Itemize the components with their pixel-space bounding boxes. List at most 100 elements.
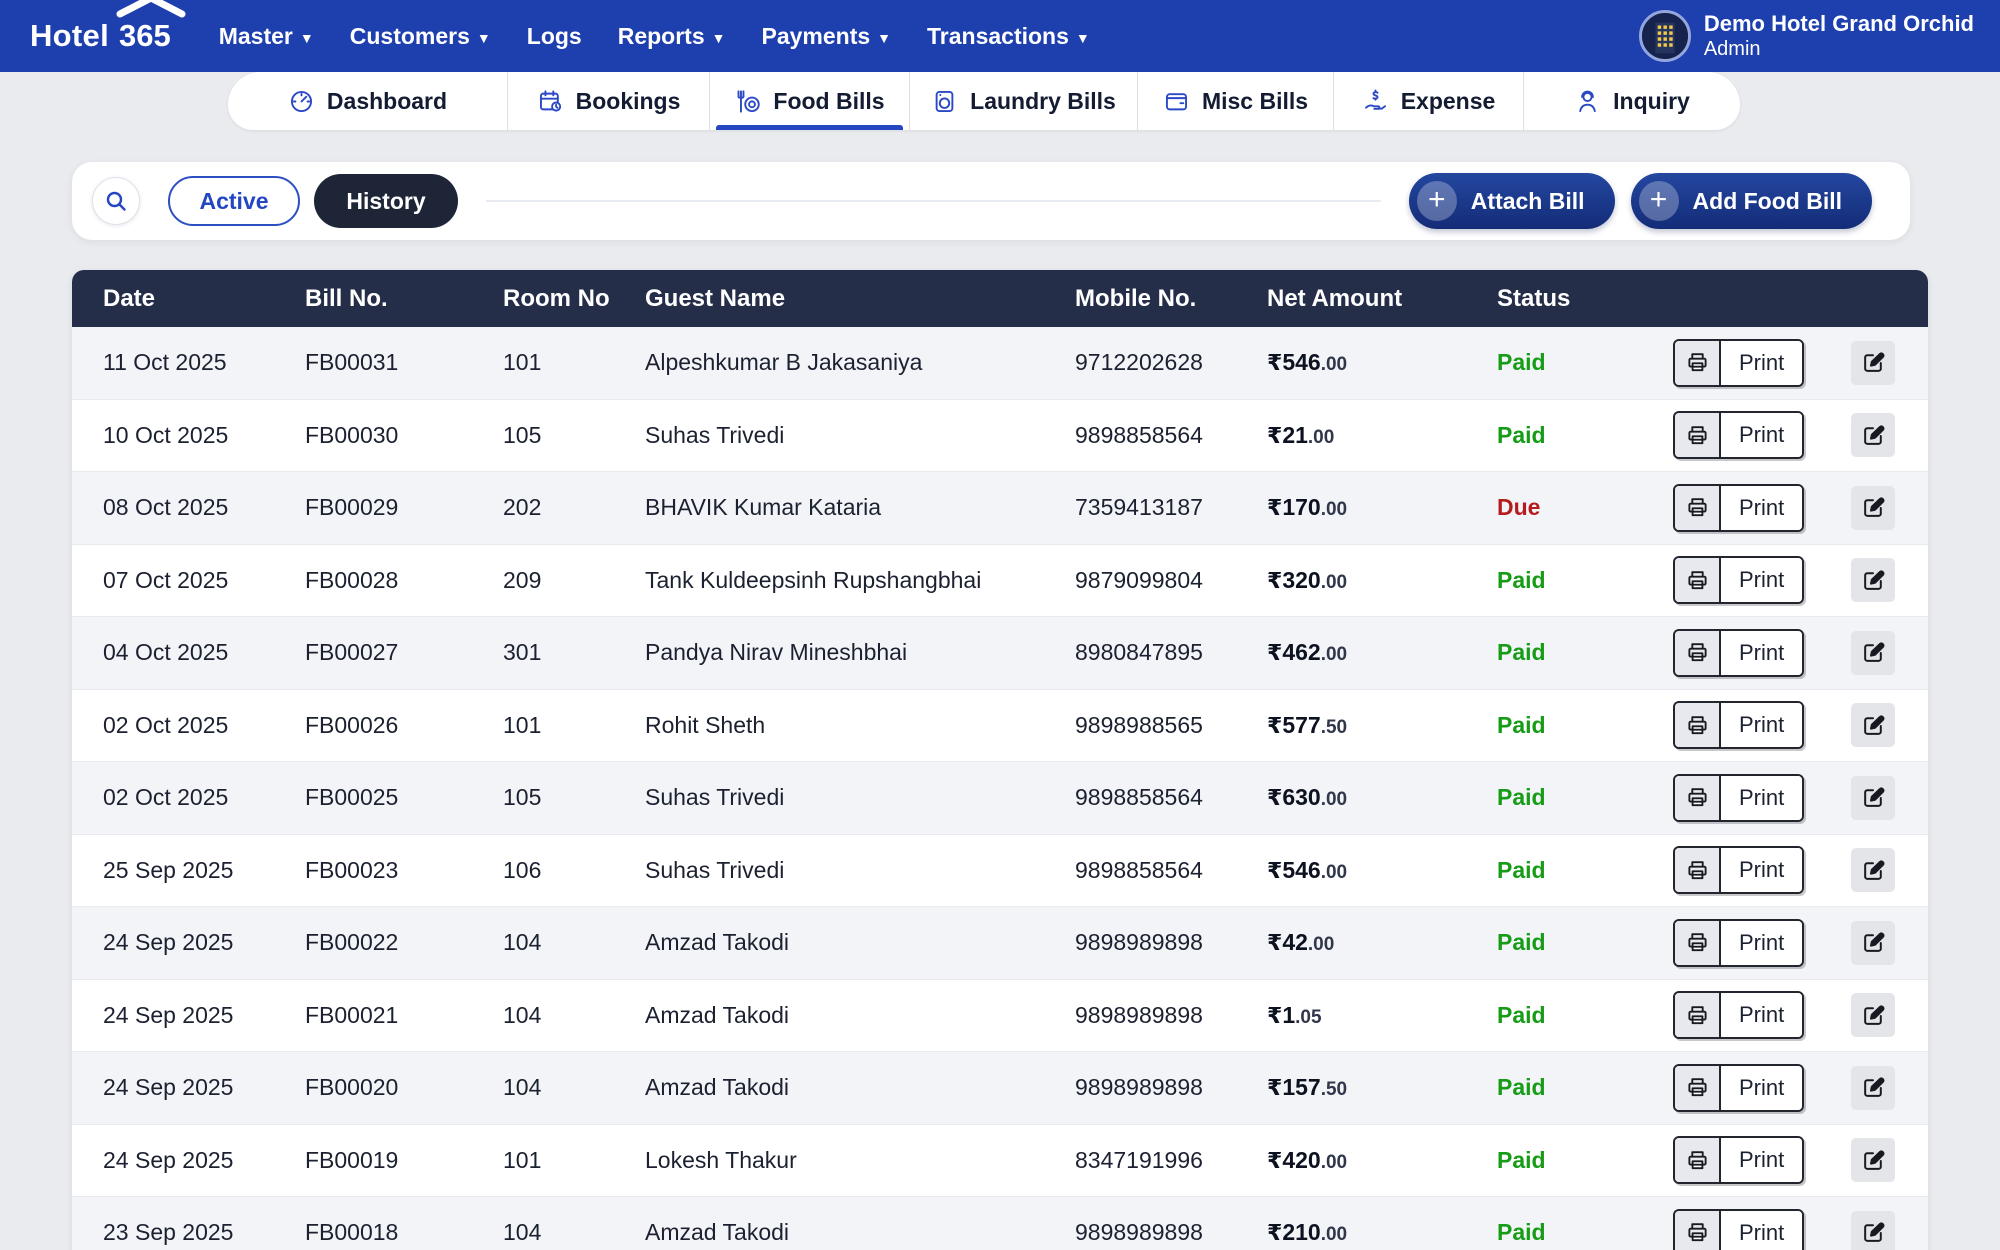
print-button[interactable]: Print <box>1673 774 1804 822</box>
table-row: 08 Oct 2025 FB00029 202 BHAVIK Kumar Kat… <box>72 472 1928 545</box>
edit-icon <box>1861 568 1886 593</box>
edit-button[interactable] <box>1851 921 1895 965</box>
print-button[interactable]: Print <box>1673 1136 1804 1184</box>
rupee-symbol: ₹ <box>1267 496 1282 521</box>
table-row: 24 Sep 2025 FB00019 101 Lokesh Thakur 83… <box>72 1125 1928 1198</box>
edit-button[interactable] <box>1851 1066 1895 1110</box>
cell-room-no: 101 <box>503 1147 645 1174</box>
cell-mobile-no: 9898858564 <box>1075 784 1267 811</box>
cell-date: 24 Sep 2025 <box>72 929 305 956</box>
edit-button[interactable] <box>1851 413 1895 457</box>
logo-text-hotel: Hotel <box>30 18 109 54</box>
cell-status: Paid <box>1497 712 1673 739</box>
search-icon <box>104 189 128 213</box>
tab-expense[interactable]: Expense <box>1334 72 1524 130</box>
nav-logs[interactable]: Logs <box>527 23 582 50</box>
print-button[interactable]: Print <box>1673 484 1804 532</box>
chevron-down-icon: ▼ <box>300 31 314 45</box>
edit-icon <box>1861 1220 1886 1245</box>
tab-laundry-bills[interactable]: Laundry Bills <box>910 72 1138 130</box>
search-button[interactable] <box>92 177 140 225</box>
cell-guest-name: Amzad Takodi <box>645 1074 1075 1101</box>
status-badge: Paid <box>1497 567 1546 593</box>
filter-history-button[interactable]: History <box>314 174 458 228</box>
rupee-symbol: ₹ <box>1267 1076 1282 1101</box>
top-navigation-bar: Hotel 365 Master ▼ Customers ▼ Logs Repo… <box>0 0 2000 72</box>
nav-customers[interactable]: Customers ▼ <box>350 23 491 50</box>
user-role: Admin <box>1704 37 1974 62</box>
cell-actions: Print <box>1673 1064 1928 1112</box>
cell-bill-no: FB00029 <box>305 494 503 521</box>
status-badge: Due <box>1497 494 1540 520</box>
print-button[interactable]: Print <box>1673 919 1804 967</box>
edit-icon <box>1861 495 1886 520</box>
cell-mobile-no: 9712202628 <box>1075 349 1267 376</box>
add-food-bill-button[interactable]: + Add Food Bill <box>1631 173 1872 229</box>
cell-mobile-no: 9898988565 <box>1075 712 1267 739</box>
cell-mobile-no: 9898858564 <box>1075 857 1267 884</box>
edit-button[interactable] <box>1851 341 1895 385</box>
cell-bill-no: FB00025 <box>305 784 503 811</box>
nav-payments[interactable]: Payments ▼ <box>761 23 891 50</box>
print-button[interactable]: Print <box>1673 1064 1804 1112</box>
table-row: 07 Oct 2025 FB00028 209 Tank Kuldeepsinh… <box>72 545 1928 618</box>
edit-icon <box>1861 640 1886 665</box>
nav-master[interactable]: Master ▼ <box>219 23 314 50</box>
edit-button[interactable] <box>1851 993 1895 1037</box>
print-button[interactable]: Print <box>1673 991 1804 1039</box>
plus-icon: + <box>1417 181 1457 221</box>
print-button[interactable]: Print <box>1673 701 1804 749</box>
print-button[interactable]: Print <box>1673 629 1804 677</box>
tab-inquiry[interactable]: Inquiry <box>1524 72 1740 130</box>
cell-actions: Print <box>1673 411 1928 459</box>
status-badge: Paid <box>1497 784 1546 810</box>
status-badge: Paid <box>1497 1074 1546 1100</box>
tab-bookings[interactable]: Bookings <box>508 72 710 130</box>
avatar <box>1639 10 1691 62</box>
rupee-symbol: ₹ <box>1267 641 1282 666</box>
cell-mobile-no: 7359413187 <box>1075 494 1267 521</box>
cell-guest-name: Suhas Trivedi <box>645 422 1075 449</box>
table-row: 11 Oct 2025 FB00031 101 Alpeshkumar B Ja… <box>72 327 1928 400</box>
print-button[interactable]: Print <box>1673 556 1804 604</box>
edit-button[interactable] <box>1851 1211 1895 1250</box>
edit-button[interactable] <box>1851 486 1895 530</box>
edit-button[interactable] <box>1851 1138 1895 1182</box>
printer-icon <box>1675 1138 1721 1182</box>
status-badge: Paid <box>1497 1002 1546 1028</box>
cell-actions: Print <box>1673 1136 1928 1184</box>
edit-button[interactable] <box>1851 848 1895 892</box>
edit-button[interactable] <box>1851 631 1895 675</box>
tab-dashboard[interactable]: Dashboard <box>228 72 508 130</box>
cell-guest-name: Pandya Nirav Mineshbhai <box>645 639 1075 666</box>
tab-misc-bills[interactable]: Misc Bills <box>1138 72 1334 130</box>
filter-active-button[interactable]: Active <box>168 176 300 226</box>
cell-mobile-no: 8347191996 <box>1075 1147 1267 1174</box>
print-button[interactable]: Print <box>1673 846 1804 894</box>
edit-button[interactable] <box>1851 558 1895 602</box>
edit-button[interactable] <box>1851 703 1895 747</box>
tab-food-bills[interactable]: Food Bills <box>710 72 910 130</box>
user-account[interactable]: Demo Hotel Grand Orchid Admin <box>1639 0 1974 72</box>
cell-date: 08 Oct 2025 <box>72 494 305 521</box>
cell-net-amount: ₹420.00 <box>1267 1147 1497 1174</box>
cell-status: Paid <box>1497 929 1673 956</box>
cell-room-no: 104 <box>503 1219 645 1246</box>
header-status: Status <box>1497 285 1673 313</box>
print-button[interactable]: Print <box>1673 1209 1804 1250</box>
attach-bill-button[interactable]: + Attach Bill <box>1409 173 1615 229</box>
table-row: 24 Sep 2025 FB00022 104 Amzad Takodi 989… <box>72 907 1928 980</box>
cell-date: 10 Oct 2025 <box>72 422 305 449</box>
table-row: 04 Oct 2025 FB00027 301 Pandya Nirav Min… <box>72 617 1928 690</box>
edit-button[interactable] <box>1851 776 1895 820</box>
app-logo[interactable]: Hotel 365 <box>30 18 171 54</box>
print-button[interactable]: Print <box>1673 411 1804 459</box>
chevron-down-icon: ▼ <box>712 31 726 45</box>
support-person-icon <box>1574 88 1601 115</box>
cell-actions: Print <box>1673 846 1928 894</box>
nav-reports[interactable]: Reports ▼ <box>618 23 726 50</box>
print-button[interactable]: Print <box>1673 339 1804 387</box>
nav-transactions[interactable]: Transactions ▼ <box>927 23 1090 50</box>
printer-icon <box>1675 1066 1721 1110</box>
cell-guest-name: Amzad Takodi <box>645 1002 1075 1029</box>
